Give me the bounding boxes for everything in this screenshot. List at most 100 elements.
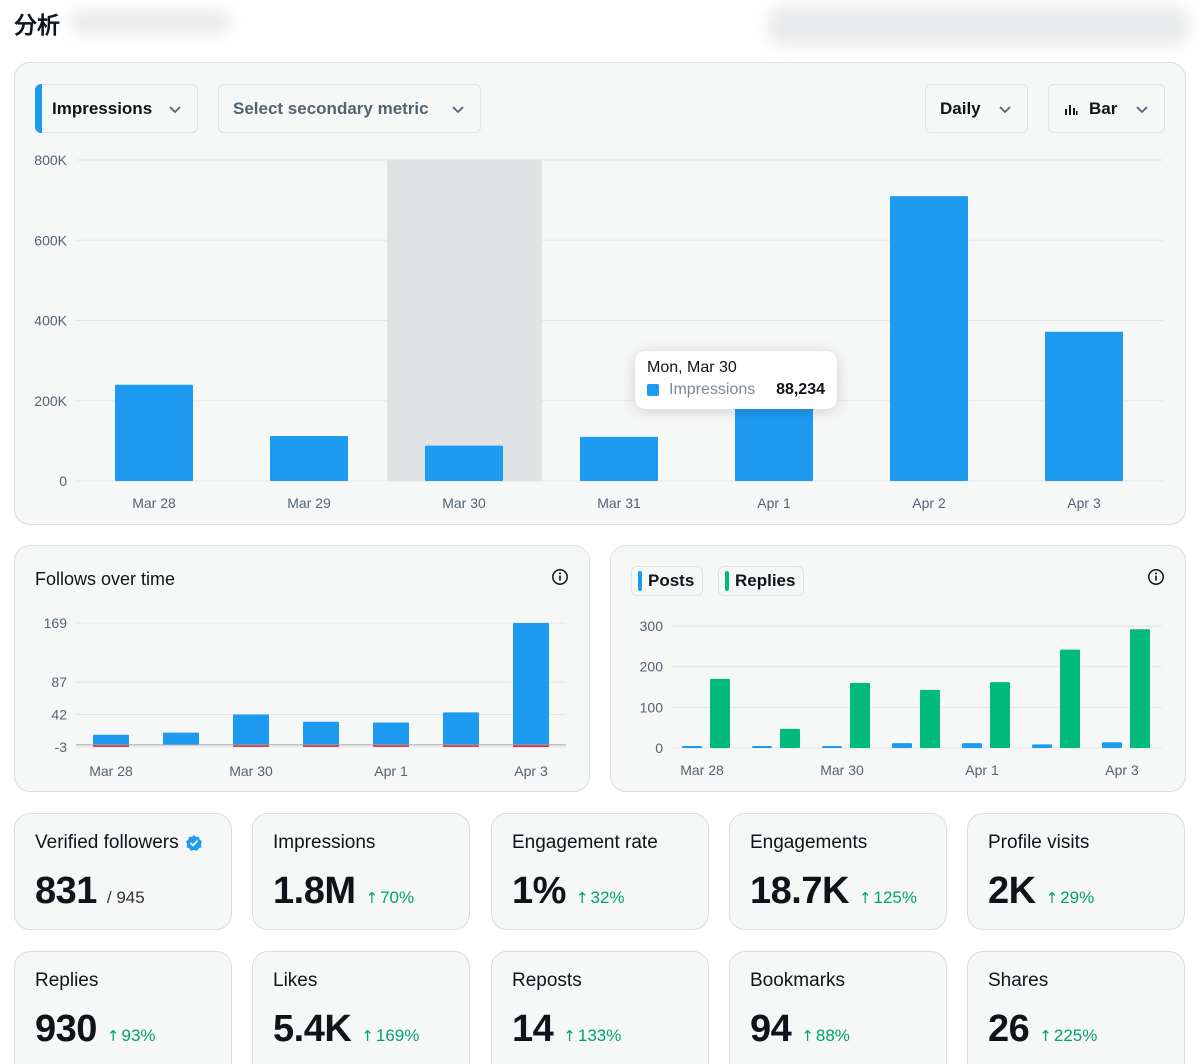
y-tick-label: 200 [640,659,664,675]
secondary-metric-dropdown[interactable]: Select secondary metric [218,84,481,133]
x-tick-label: Apr 1 [757,495,791,511]
info-icon[interactable] [551,568,569,586]
bar-mar-28 [115,384,193,481]
stat-change: 32% [590,888,625,907]
legend-replies-swatch [725,571,729,591]
unfollows-bar-mar-28 [93,744,129,747]
tooltip-date: Mon, Mar 30 [647,359,737,376]
x-tick-label: Mar 30 [820,762,864,778]
stat-label: Engagement rate [512,832,658,853]
arrow-up-icon: ↑ [365,889,379,907]
legend-posts-label: Posts [648,571,695,590]
replies-bar-apr-1 [990,682,1010,748]
impressions-bar-chart[interactable]: 0 200K 400K 600K 800K Mar 28 Mar 29 Mar 30 Mar 3… [0,0,1200,530]
posts-bar-apr-2 [1032,744,1052,748]
unfollows-bar-apr-1 [373,744,409,747]
blurred-header-region [70,10,230,34]
x-tick-label: Mar 28 [89,763,133,779]
legend-posts[interactable]: Posts [631,566,704,596]
interval-label: Daily [940,98,981,118]
primary-metric-accent [35,84,42,133]
stat-value: 1.8M [273,870,356,912]
posts-bar-mar-29 [752,746,772,748]
posts-bar-mar-30 [822,746,842,748]
chart-type-label: Bar [1089,98,1118,118]
stat-card-bookmarks: Bookmarks 94 ↑ 88% [729,951,947,1064]
bar-mar-31 [580,436,658,481]
legend-posts-swatch [638,571,642,591]
arrow-up-icon: ↑ [575,889,589,907]
stat-change: 225% [1053,1026,1098,1045]
stat-value: 930 [35,1008,97,1050]
stat-change: 29% [1060,888,1095,907]
stat-card-shares: Shares 26 ↑ 225% [967,951,1185,1064]
replies-bar-mar-30 [850,682,870,748]
posts-bar-mar-28 [682,746,702,748]
stat-label: Verified followers [35,832,179,853]
stat-change: 125% [873,888,917,907]
stat-label: Reposts [512,970,582,991]
stat-value: 94 [750,1008,792,1050]
follows-bar-apr-1 [373,722,409,745]
stat-card-impressions: Impressions 1.8M ↑ 70% [252,813,470,930]
arrow-up-icon: ↑ [801,1027,814,1045]
verified-badge-icon [185,835,202,851]
chevron-down-icon [452,105,464,113]
chart-tooltip: Mon, Mar 30 Impressions 88,234 [635,351,837,409]
stat-label: Replies [35,970,99,991]
follows-bar-mar-29 [163,732,199,745]
tooltip-series: Impressions [669,381,756,398]
x-tick-label: Apr 1 [374,763,408,779]
chart-type-dropdown[interactable]: Bar [1048,84,1165,133]
tooltip-swatch [647,384,659,396]
arrow-up-icon: ↑ [1045,889,1059,907]
stat-change: 88% [815,1026,850,1045]
chevron-down-icon [169,105,181,113]
page-title: 分析 [14,13,60,39]
follows-chart-card [14,545,590,792]
x-tick-label: Mar 28 [680,762,724,778]
chevron-down-icon [1136,105,1148,113]
y-tick-label: 600K [34,232,67,248]
arrow-up-icon: ↑ [361,1027,374,1045]
primary-metric-dropdown[interactable]: Impressions [35,84,198,133]
legend-replies-label: Replies [735,571,796,590]
tooltip-value: 88,234 [776,381,825,398]
posts-bar-mar-31 [892,743,912,748]
hover-highlight [387,160,542,481]
follows-card-title: Follows over time [35,569,176,589]
posts-replies-bar-chart[interactable]: 0 100 200 300 Mar 28 Mar 30 Apr 1 Apr 3 [0,0,1200,790]
stat-value: 2K [988,870,1036,912]
stat-card-replies: Replies 930 ↑ 93% [14,951,232,1064]
stat-change: 133% [577,1026,622,1045]
stat-value: 26 [988,1008,1030,1050]
arrow-up-icon: ↑ [1039,1027,1052,1045]
y-tick-label: 300 [640,618,664,634]
replies-bar-apr-2 [1060,649,1080,748]
y-tick-label: 400K [34,313,67,329]
x-tick-label: Mar 30 [229,763,273,779]
y-tick-label: 0 [59,473,67,489]
stat-card-profile-visits: Profile visits 2K ↑ 29% [967,813,1185,930]
interval-dropdown[interactable]: Daily [925,84,1028,133]
stat-value: 14 [512,1008,554,1050]
follows-bar-mar-30 [233,714,269,745]
follows-bar-chart[interactable]: -3 42 87 169 Mar 28 Mar 30 Apr 1 Apr 3 [0,0,600,790]
stat-label: Impressions [273,832,376,853]
secondary-metric-label: Select secondary metric [233,98,429,118]
y-tick-label: 100 [640,699,664,715]
arrow-up-icon: ↑ [858,889,872,907]
legend-replies[interactable]: Replies [718,566,805,596]
follows-bar-apr-2 [443,712,479,745]
y-tick-label: 42 [51,707,67,723]
bar-apr-3 [1045,331,1123,481]
posts-bar-apr-3 [1102,742,1122,748]
replies-bar-apr-3 [1130,629,1150,748]
y-tick-label: 200K [34,393,67,409]
stat-label: Shares [988,970,1049,991]
stat-label: Engagements [750,832,868,853]
replies-bar-mar-28 [710,678,730,748]
x-tick-label: Mar 30 [442,495,486,511]
stat-label: Likes [273,970,318,991]
info-icon[interactable] [1147,568,1165,586]
